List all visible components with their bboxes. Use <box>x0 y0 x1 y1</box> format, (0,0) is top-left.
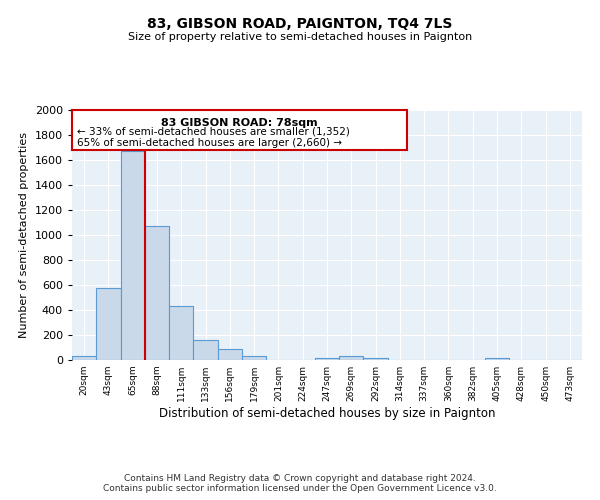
Bar <box>96 288 121 360</box>
Bar <box>315 358 339 360</box>
X-axis label: Distribution of semi-detached houses by size in Paignton: Distribution of semi-detached houses by … <box>159 407 495 420</box>
Text: Contains HM Land Registry data © Crown copyright and database right 2024.: Contains HM Land Registry data © Crown c… <box>124 474 476 483</box>
FancyBboxPatch shape <box>72 110 407 150</box>
Text: Size of property relative to semi-detached houses in Paignton: Size of property relative to semi-detach… <box>128 32 472 42</box>
Bar <box>193 340 218 360</box>
Y-axis label: Number of semi-detached properties: Number of semi-detached properties <box>19 132 29 338</box>
Bar <box>145 226 169 360</box>
Bar <box>121 151 145 360</box>
Bar <box>364 358 388 360</box>
Bar <box>242 356 266 360</box>
Bar <box>72 356 96 360</box>
Bar <box>218 349 242 360</box>
Text: 65% of semi-detached houses are larger (2,660) →: 65% of semi-detached houses are larger (… <box>77 138 342 148</box>
Bar <box>169 306 193 360</box>
Text: ← 33% of semi-detached houses are smaller (1,352): ← 33% of semi-detached houses are smalle… <box>77 127 350 137</box>
Text: 83, GIBSON ROAD, PAIGNTON, TQ4 7LS: 83, GIBSON ROAD, PAIGNTON, TQ4 7LS <box>148 18 452 32</box>
Text: Contains public sector information licensed under the Open Government Licence v3: Contains public sector information licen… <box>103 484 497 493</box>
Text: 83 GIBSON ROAD: 78sqm: 83 GIBSON ROAD: 78sqm <box>161 118 318 128</box>
Bar <box>339 356 364 360</box>
Bar <box>485 358 509 360</box>
